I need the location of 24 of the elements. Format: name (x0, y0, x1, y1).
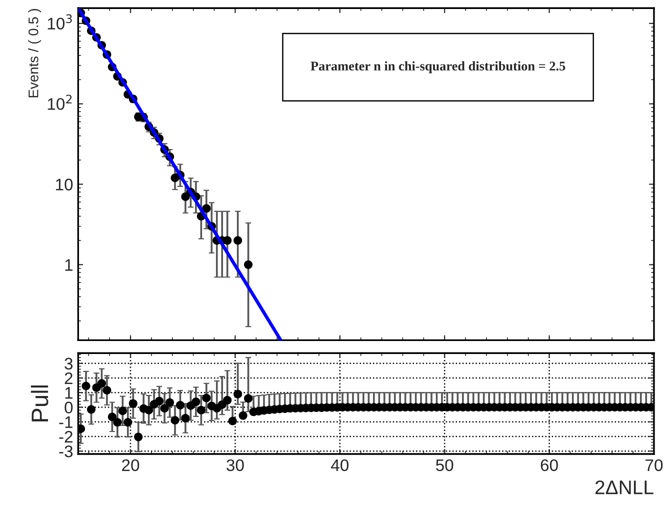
y-tick-label: 1 (65, 387, 72, 399)
y-axis-title: Pull (30, 385, 48, 422)
point (244, 260, 253, 269)
y-tick-label: 1 (65, 259, 72, 271)
y-tick-label: 10$^{2}$ (48, 94, 72, 110)
y-tick-label: -2 (59, 430, 72, 443)
y-tick-label: 2 (64, 372, 72, 384)
y-tick-label: 0 (64, 402, 73, 414)
point (234, 236, 242, 245)
x-tick-label: 50 (436, 459, 454, 472)
y-axis-title: Events / ( 0.5 ) (28, 8, 42, 98)
y-tick-label: -3 (59, 445, 73, 458)
x-tick-label: 70 (646, 459, 663, 472)
y-tick-label: 3 (64, 358, 73, 370)
x-tick-label: 60 (540, 459, 558, 472)
y-tick-label: 10$^{3}$ (48, 14, 72, 30)
x-tick-label: 40 (331, 459, 349, 472)
x-axis-title: 2ΔNLL (595, 480, 654, 494)
x-tick-label: 30 (226, 459, 244, 472)
point (202, 204, 211, 213)
x-tick-label: 20 (122, 459, 140, 472)
y-tick-label: -1 (59, 416, 72, 428)
annotation: Parameter n in chi-squared distribution = 2.5 (310, 61, 566, 74)
y-tick-label: 10 (56, 178, 73, 190)
